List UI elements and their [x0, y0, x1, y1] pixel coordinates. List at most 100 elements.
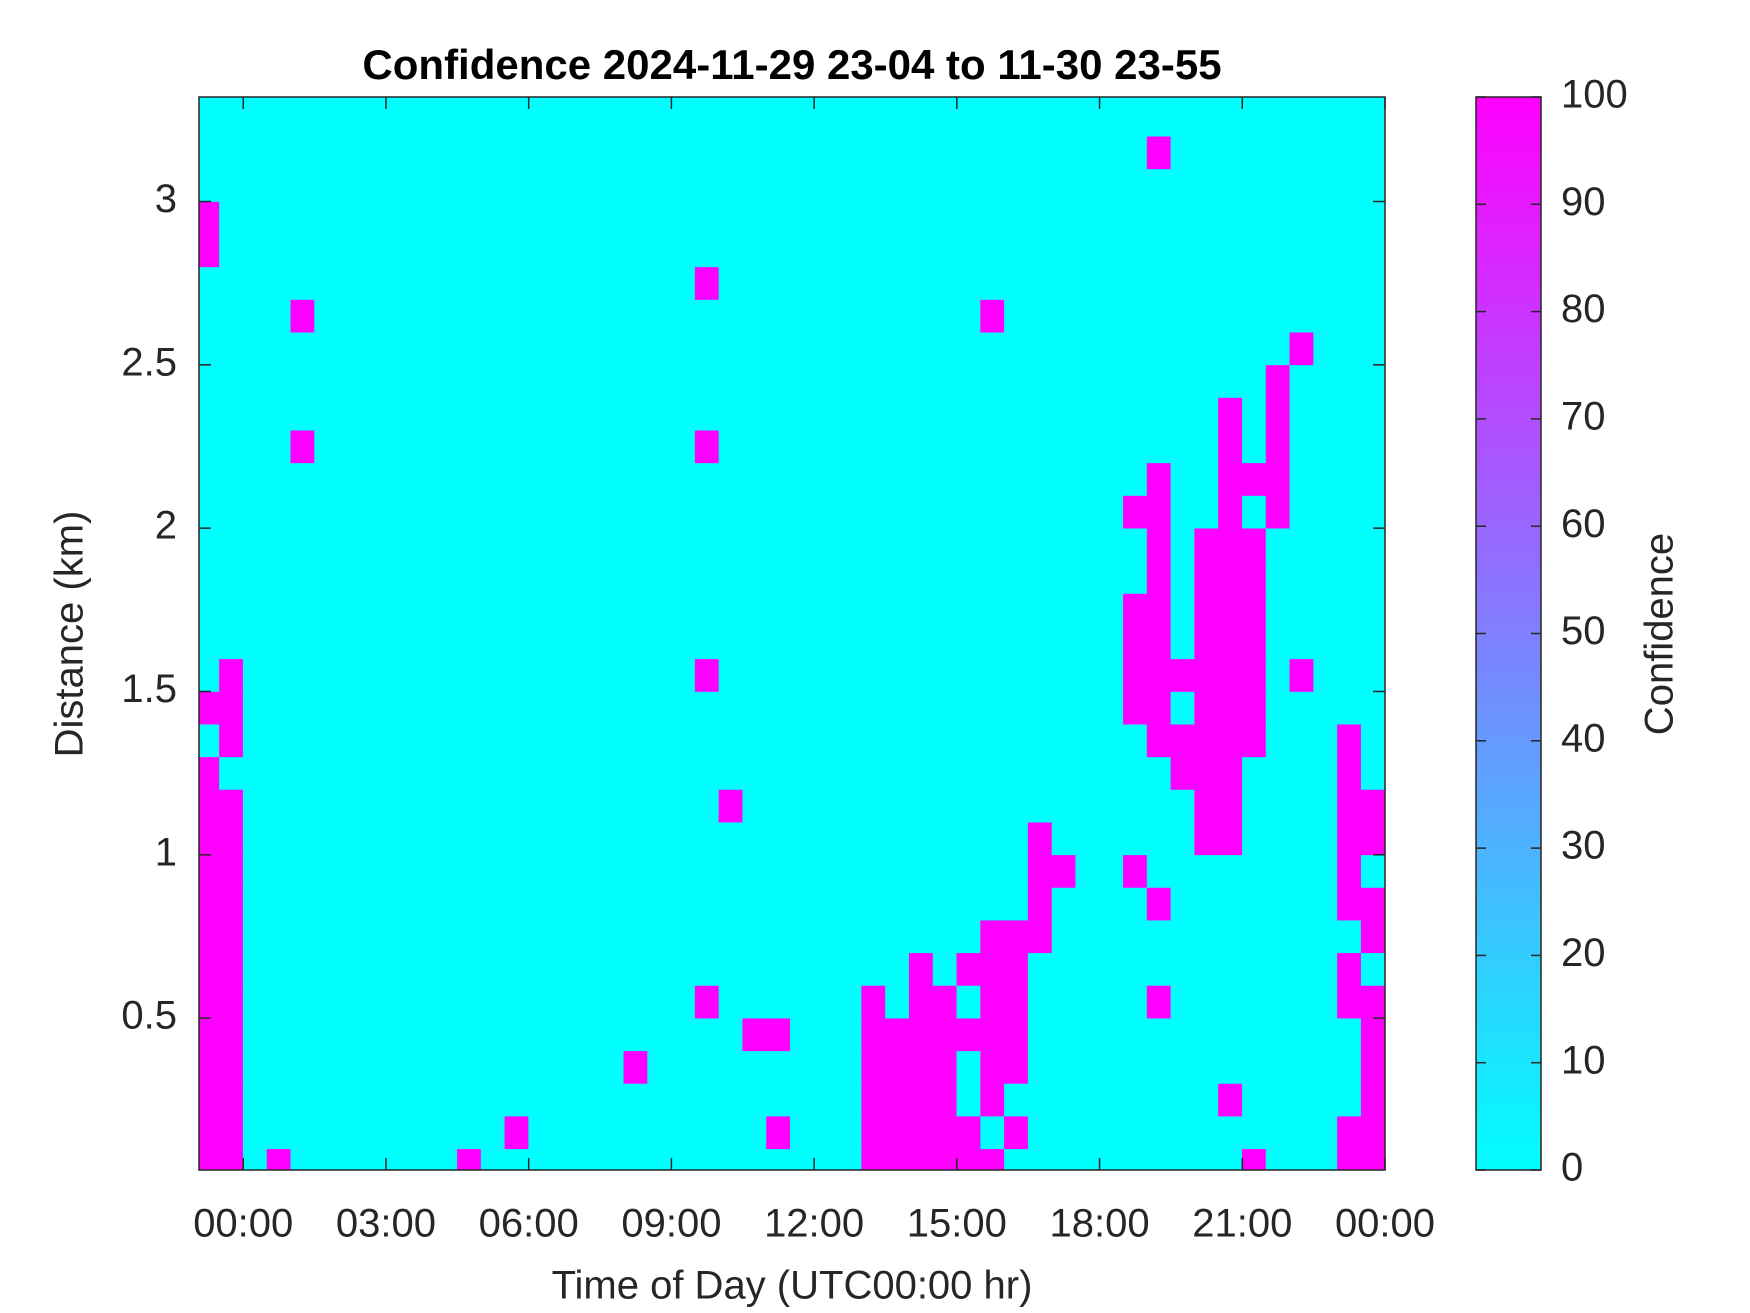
heatmap-cell: [1123, 1050, 1148, 1084]
heatmap-cell: [1170, 821, 1196, 856]
heatmap-cell: [198, 96, 220, 137]
heatmap-cell: [671, 658, 696, 692]
heatmap-cell: [1123, 495, 1148, 529]
heatmap-cell: [361, 723, 387, 758]
heatmap-cell: [885, 233, 910, 268]
heatmap-cell: [1099, 691, 1124, 725]
heatmap-cell: [385, 625, 411, 660]
heatmap-cell: [599, 593, 625, 627]
heatmap-cell: [861, 789, 886, 823]
heatmap-cell: [790, 723, 815, 758]
heatmap-cell: [885, 691, 910, 725]
heatmap-cell: [361, 821, 387, 856]
colorbar-tick-label: 40: [1561, 716, 1606, 760]
heatmap-cell: [1027, 789, 1053, 823]
heatmap-cell: [1099, 331, 1124, 366]
heatmap-cell: [1337, 429, 1362, 464]
heatmap-cell: [1146, 887, 1172, 921]
heatmap-cell: [647, 593, 672, 627]
heatmap-cell: [1123, 331, 1148, 366]
heatmap-cell: [837, 854, 862, 888]
heatmap-cell: [338, 1115, 363, 1150]
heatmap-cell: [266, 821, 292, 856]
heatmap-cell: [1360, 789, 1386, 823]
heatmap-cell: [457, 331, 482, 366]
heatmap-cell: [1337, 397, 1362, 431]
heatmap-cell: [980, 1148, 1005, 1171]
heatmap-cell: [480, 495, 506, 529]
heatmap-cell: [1027, 919, 1053, 954]
heatmap-cell: [1337, 560, 1362, 594]
heatmap-cell: [1218, 1148, 1243, 1171]
heatmap-cell: [1075, 952, 1100, 986]
heatmap-cell: [385, 854, 411, 888]
heatmap-cell: [885, 985, 910, 1019]
heatmap-cell: [1265, 854, 1291, 888]
heatmap-cell: [813, 201, 839, 235]
heatmap-cell: [1099, 1017, 1124, 1052]
heatmap-cell: [1241, 985, 1267, 1019]
heatmap-cell: [1218, 364, 1243, 398]
heatmap-cell: [385, 462, 411, 496]
heatmap-cell: [1218, 756, 1243, 790]
heatmap-cell: [528, 429, 553, 464]
heatmap-cell: [885, 854, 910, 888]
heatmap-cell: [1360, 201, 1386, 235]
heatmap-cell: [885, 495, 910, 529]
heatmap-cell: [647, 527, 672, 562]
heatmap-cell: [694, 1017, 720, 1052]
heatmap-cell: [1051, 331, 1077, 366]
heatmap-cell: [409, 364, 434, 398]
heatmap-cell: [290, 821, 315, 856]
heatmap-cell: [1265, 952, 1291, 986]
heatmap-cell: [766, 1050, 791, 1084]
heatmap-cell: [409, 560, 434, 594]
heatmap-cell: [1004, 96, 1029, 137]
heatmap-cell: [623, 593, 648, 627]
heatmap-cell: [1289, 756, 1314, 790]
heatmap-cell: [1146, 952, 1172, 986]
heatmap-cell: [457, 952, 482, 986]
heatmap-cell: [837, 919, 862, 954]
heatmap-cell: [718, 495, 744, 529]
heatmap-cell: [1146, 233, 1172, 268]
heatmap-cell: [790, 1017, 815, 1052]
heatmap-cell: [338, 723, 363, 758]
heatmap-cell: [504, 560, 529, 594]
heatmap-cell: [885, 429, 910, 464]
heatmap-cell: [742, 821, 767, 856]
heatmap-cell: [385, 495, 411, 529]
heatmap-cell: [1075, 560, 1100, 594]
heatmap-cell: [647, 658, 672, 692]
heatmap-cell: [219, 233, 244, 268]
heatmap-cell: [1194, 952, 1219, 986]
heatmap-cell: [1170, 887, 1196, 921]
heatmap-cell: [1004, 462, 1029, 496]
heatmap-cell: [1241, 331, 1267, 366]
heatmap-cell: [575, 756, 601, 790]
heatmap-cell: [1027, 952, 1053, 986]
heatmap-cell: [290, 1148, 315, 1171]
heatmap-cell: [385, 397, 411, 431]
heatmap-cell: [837, 233, 862, 268]
heatmap-cell: [575, 96, 601, 137]
heatmap-cell: [198, 233, 220, 268]
heatmap-cell: [718, 821, 744, 856]
heatmap-cell: [980, 985, 1005, 1019]
heatmap-cell: [742, 985, 767, 1019]
heatmap-cell: [552, 1148, 577, 1171]
heatmap-cell: [908, 691, 934, 725]
heatmap-cell: [980, 1083, 1005, 1117]
heatmap-cell: [837, 429, 862, 464]
heatmap-cell: [956, 266, 981, 300]
heatmap-cell: [861, 397, 886, 431]
heatmap-cell: [361, 854, 387, 888]
heatmap-cell: [1051, 495, 1077, 529]
heatmap-cell: [932, 462, 958, 496]
heatmap-cell: [1265, 821, 1291, 856]
heatmap-cell: [837, 299, 862, 333]
heatmap-cell: [1337, 495, 1362, 529]
heatmap-cell: [861, 560, 886, 594]
heatmap-cell: [575, 429, 601, 464]
